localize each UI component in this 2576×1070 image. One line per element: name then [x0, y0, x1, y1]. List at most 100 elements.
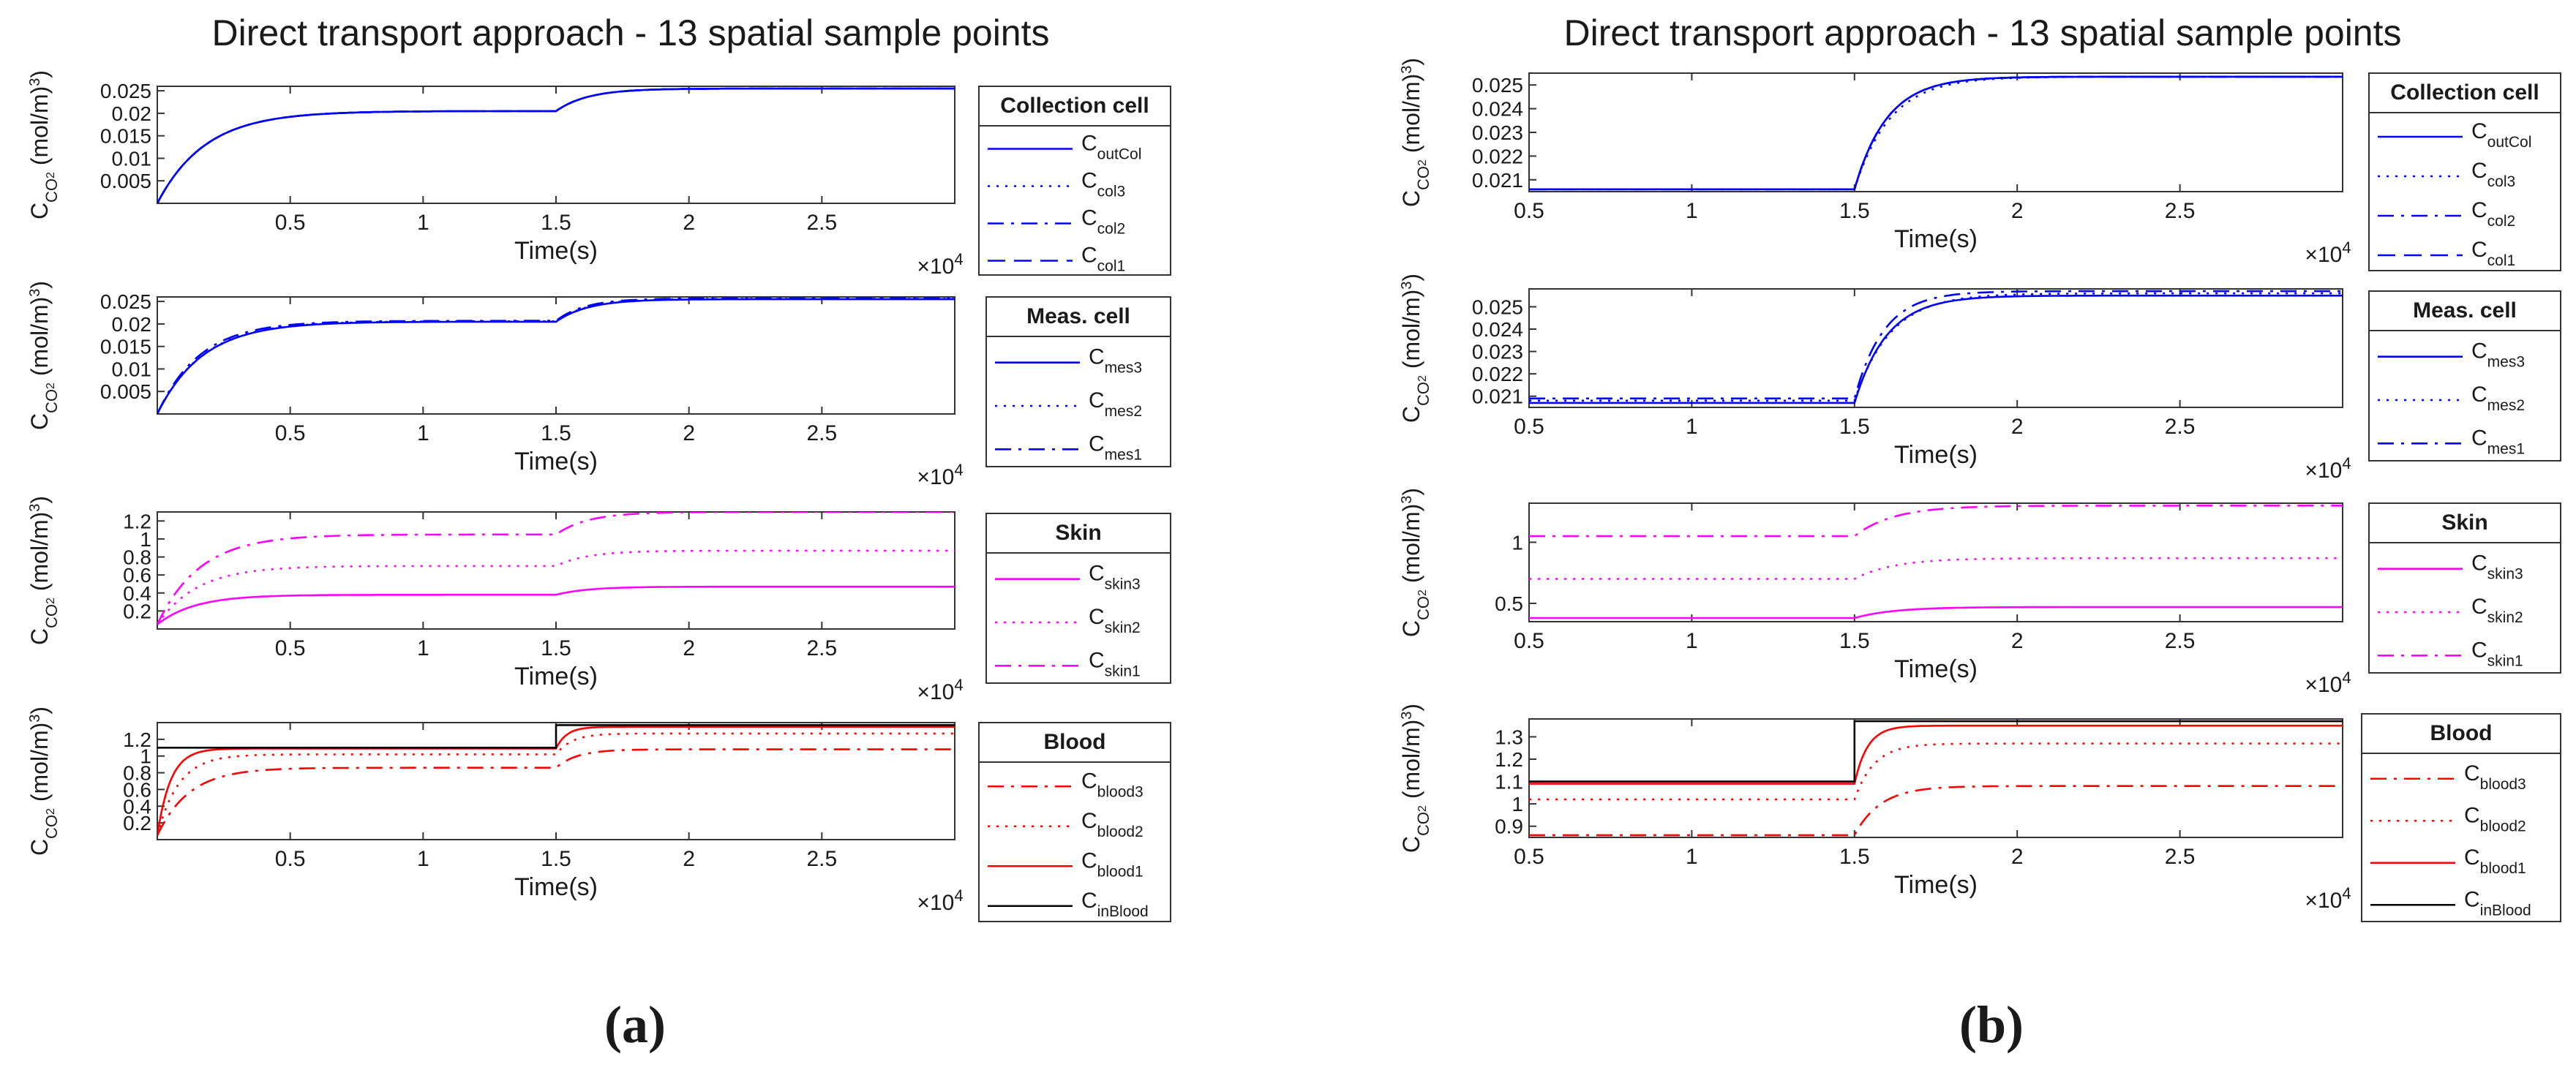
- legend-entry-c-mes2: Cmes2: [2471, 383, 2525, 414]
- legend-box: [2368, 72, 2561, 271]
- series-line-c-skin1: [157, 512, 955, 625]
- legend-entry-c-skin2: Cskin2: [2471, 595, 2523, 626]
- y-tick-label: 1.1: [1495, 771, 1523, 794]
- y-tick-label: 0.025: [100, 80, 151, 102]
- legend-entry-c-mes1: Cmes1: [2471, 426, 2525, 457]
- y-tick-label: 1: [140, 528, 151, 551]
- legend-entry-c-col1: Ccol1: [1081, 244, 1125, 275]
- subplot-a-skin: 0.5 1 1.5 2 2.50.20.40.60.811.2Time(s)×104CC…: [26, 496, 1171, 704]
- y-tick-label: 1.2: [123, 510, 151, 532]
- x-tick-label: 0.5: [1514, 415, 1544, 439]
- series-line-c-inblood: [1529, 720, 2343, 783]
- panel-a-title: Direct transport approach - 13 spatial s…: [211, 12, 1049, 53]
- x-tick-label: 2.5: [806, 421, 837, 445]
- y-axis-label: CCO2 (mol/m)3): [26, 707, 61, 856]
- x-axis-label: Time(s): [1894, 871, 1978, 899]
- legend-box: [2361, 713, 2561, 922]
- y-tick-label: 0.025: [1472, 74, 1523, 97]
- x-multiplier: ×104: [2305, 238, 2351, 268]
- legend-box: [985, 513, 1171, 684]
- x-tick-label: 1.5: [1839, 629, 1870, 653]
- panel-a-label: (a): [604, 995, 666, 1054]
- legend-entry-c-mes3: Cmes3: [2471, 339, 2525, 371]
- series-line-c-blood2: [157, 732, 955, 836]
- series-line-c-skin2: [1529, 557, 2343, 580]
- legend-blood: Blood Cblood3 Cblood2 Cblood1 CinBlood: [2361, 713, 2561, 922]
- x-tick-label: 2.5: [2165, 629, 2196, 653]
- legend-box: [978, 722, 1171, 922]
- x-tick-label: 2.5: [2165, 199, 2196, 223]
- x-tick-label: 2: [683, 211, 695, 235]
- legend-entry-c-skin1: Cskin1: [2471, 638, 2523, 669]
- y-tick-label: 0.024: [1472, 98, 1523, 121]
- x-tick-label: 1.5: [541, 211, 571, 235]
- y-tick-label: 1.3: [1495, 726, 1523, 748]
- legend-entry-c-mes3: Cmes3: [1089, 345, 1142, 376]
- y-axis-label: CCO2 (mol/m)3): [26, 496, 61, 645]
- y-tick-label: 1: [1512, 531, 1523, 554]
- legend-box: [2368, 502, 2561, 674]
- x-tick-label: 2: [683, 636, 695, 660]
- legend-meas-cell: Meas. cell Cmes3 Cmes2 Cmes1: [2368, 290, 2561, 461]
- x-tick-label: 2.5: [2165, 415, 2196, 439]
- y-tick-label: 0.024: [1472, 318, 1523, 341]
- y-tick-label: 0.023: [1472, 121, 1523, 144]
- y-tick-label: 0.005: [100, 170, 151, 192]
- legend-title: Blood: [2430, 721, 2493, 745]
- x-tick-label: 1.5: [541, 421, 571, 445]
- series-line-c-mes3: [157, 298, 955, 414]
- plot-area: [1528, 718, 2343, 838]
- y-tick-label: 0.022: [1472, 363, 1523, 385]
- series-line-c-col2: [1529, 75, 2343, 191]
- x-tick-label: 1: [1686, 629, 1698, 653]
- legend-entry-c-col1: Ccol1: [2471, 238, 2515, 269]
- y-tick-label: 0.015: [100, 125, 151, 148]
- x-multiplier: ×104: [917, 250, 963, 279]
- x-tick-label: 1: [417, 211, 429, 235]
- x-axis-label: Time(s): [514, 237, 598, 265]
- y-tick-label: 1.2: [123, 728, 151, 751]
- x-axis-label: Time(s): [1894, 655, 1978, 683]
- x-tick-label: 2: [2011, 845, 2024, 869]
- legend-entry-c-outcol: CoutCol: [1081, 132, 1141, 163]
- legend-title: Meas. cell: [2413, 298, 2517, 323]
- y-tick-label: 0.025: [1472, 295, 1523, 318]
- y-tick-label: 0.6: [123, 778, 151, 801]
- legend-meas-cell: Meas. cell Cmes3 Cmes2 Cmes1: [985, 296, 1171, 467]
- y-axis-label: CCO2 (mol/m)3): [1398, 58, 1432, 207]
- legend-title: Skin: [1055, 521, 1101, 545]
- series-line-c-col1: [157, 87, 955, 203]
- y-tick-label: 0.2: [123, 600, 151, 622]
- legend-entry-c-blood3: Cblood3: [1081, 769, 1144, 800]
- x-tick-label: 1: [1686, 415, 1698, 439]
- x-axis-label: Time(s): [514, 663, 598, 690]
- subplot-b-skin: 0.5 1 1.5 2 2.5 0.5 1 Time(s) ×104 CCO2 (mol/m)3)…: [1398, 488, 2561, 697]
- legend-entry-c-skin1: Cskin1: [1089, 648, 1141, 679]
- y-tick-label: 0.022: [1472, 145, 1523, 167]
- y-tick-label: 1.2: [1495, 748, 1523, 771]
- x-axis-label: Time(s): [514, 873, 598, 901]
- legend-entry-c-col2: Ccol2: [1081, 206, 1125, 238]
- series-line-c-skin2: [157, 549, 955, 625]
- series-line-c-col1: [1529, 75, 2343, 191]
- x-tick-label: 2.5: [806, 211, 837, 235]
- x-tick-label: 1: [417, 421, 429, 445]
- legend-entry-c-blood1: Cblood1: [2464, 845, 2526, 877]
- x-tick-label: 2: [2011, 415, 2024, 439]
- x-tick-label: 1.5: [541, 847, 571, 871]
- x-axis-label: Time(s): [1894, 225, 1978, 253]
- legend-title: Collection cell: [2390, 80, 2539, 105]
- series-line-c-inblood: [157, 724, 955, 749]
- x-multiplier: ×104: [917, 886, 963, 916]
- legend-entry-c-skin3: Cskin3: [2471, 551, 2523, 583]
- x-tick-label: 2.5: [806, 847, 837, 871]
- legend-skin: Skin Cskin3 Cskin2 Cskin1: [2368, 502, 2561, 674]
- charts-layer: 0.5 1 1.5 2 2.50.0050.010.0150.020.025Time(s…: [26, 58, 2561, 922]
- x-tick-label: 1.5: [1839, 199, 1870, 223]
- series-line-c-outcol: [1529, 75, 2343, 191]
- series-line-c-blood3: [1529, 785, 2343, 837]
- x-axis-label: Time(s): [1894, 441, 1978, 469]
